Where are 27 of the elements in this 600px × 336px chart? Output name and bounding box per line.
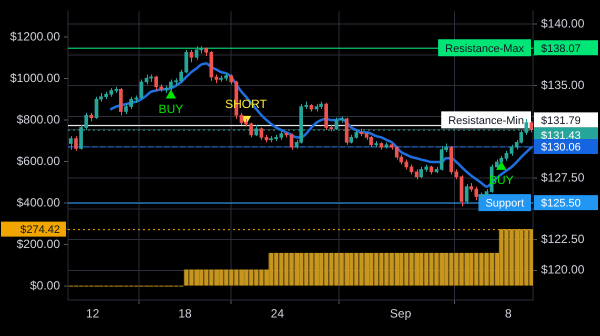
text: BUY [158,102,184,116]
y-tick-label: $800.00 [16,112,60,126]
ref-line-label: Support [485,198,524,210]
y-tick-label: $1200.00 [10,29,60,44]
y2-tick-label: $122.50 [541,232,585,246]
ref-line-label: Resistance-Max [445,42,524,55]
y-tick-label: $200.00 [16,236,60,251]
x-tick-label: 18 [178,306,192,321]
ref-line-label: Resistance-Min [448,114,524,127]
y-tick-label: $600.00 [16,154,60,168]
y-tick-label: $400.00 [16,195,60,210]
y-tick-label: $274.42 [20,224,60,236]
x-tick-label: 12 [86,306,100,321]
y-tick-label: $0.00 [30,278,60,292]
y2-tick-label: $135.00 [541,78,585,92]
y2-tick-label: $131.79 [541,114,581,127]
y2-tick-label: $125.50 [541,198,581,210]
y2-tick-label: $127.50 [541,170,585,184]
x-tick-label: Sep [390,306,412,321]
x-tick-label: 8 [505,306,512,321]
y2-tick-label: $120.00 [541,262,585,277]
x-tick-label: 24 [270,306,284,321]
y-tick-label: $1000.00 [10,70,60,85]
y2-tick-label: $131.43 [541,130,581,142]
y2-tick-label: $130.06 [541,142,581,154]
y2-tick-label: $138.07 [541,42,581,55]
y2-tick-label: $140.00 [541,16,585,30]
